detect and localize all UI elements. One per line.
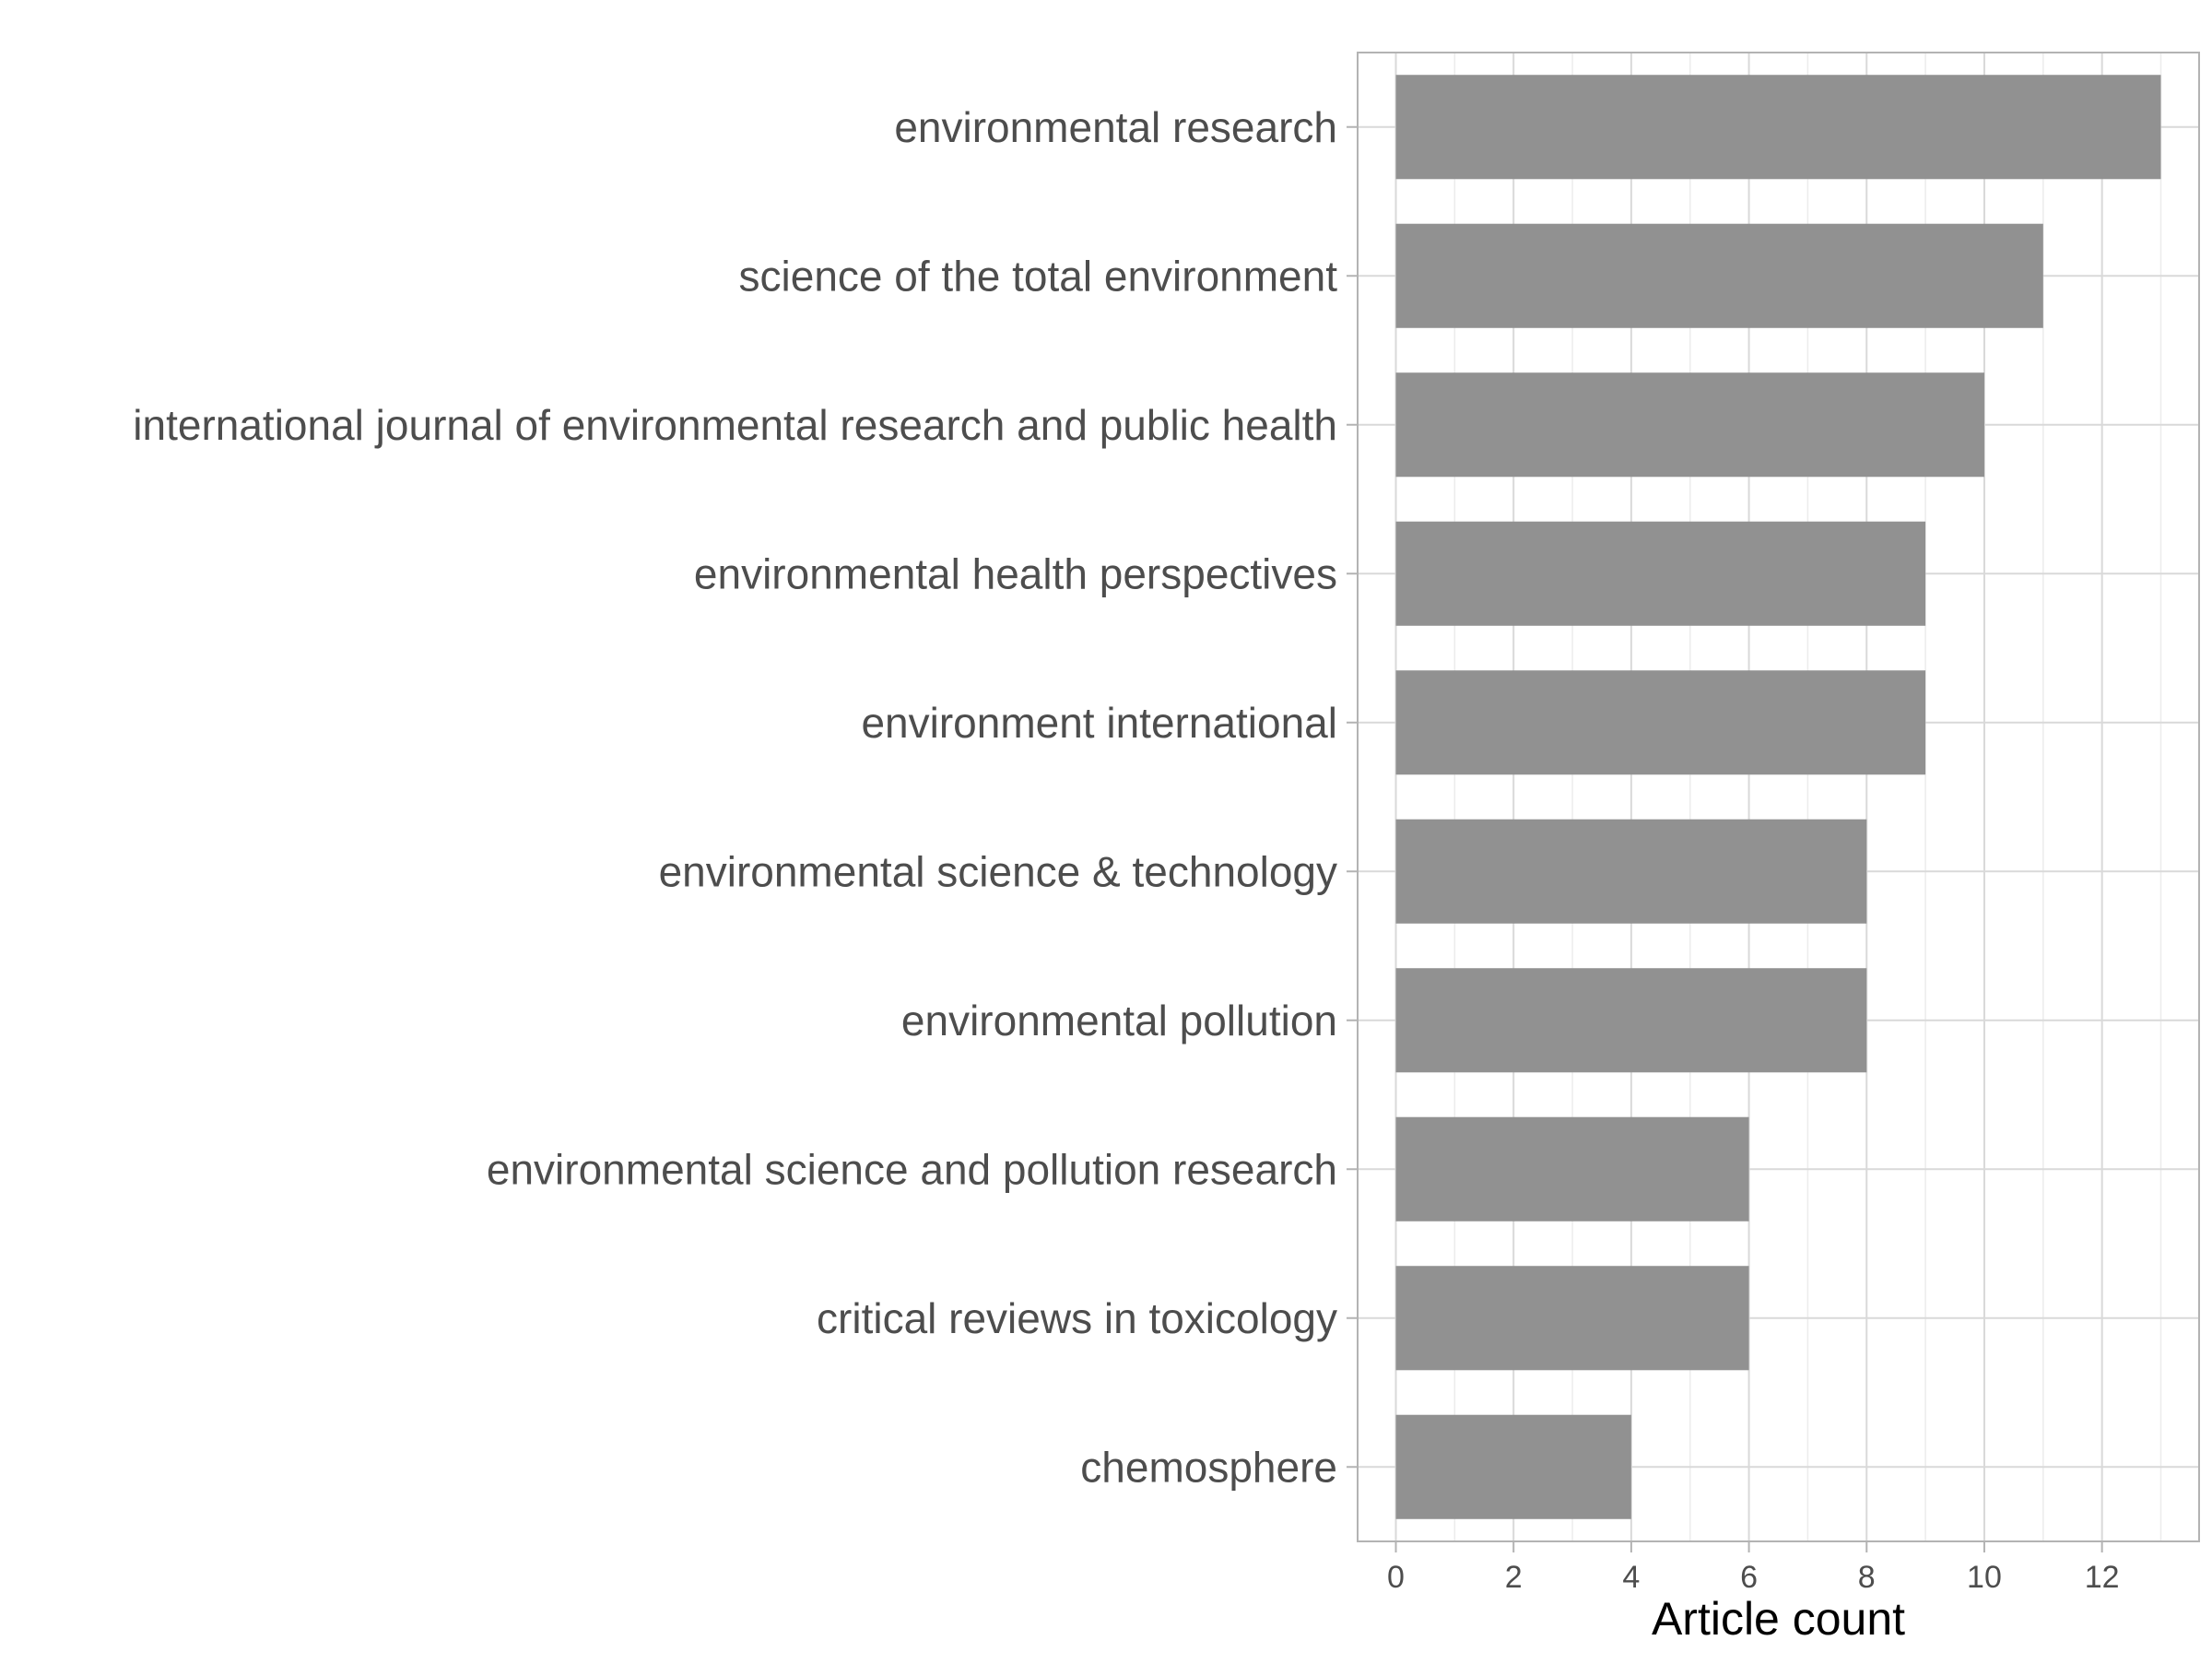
x-tick-label: 6 xyxy=(1740,1560,1758,1595)
y-tick-label: environmental science & technology xyxy=(659,847,1337,895)
x-tick-label: 2 xyxy=(1505,1560,1523,1595)
x-axis-labels: 0 2 4 6 8 10 12 xyxy=(1387,1560,2120,1595)
x-axis-ticks xyxy=(1394,1541,2103,1552)
panel-border xyxy=(1357,52,2200,1542)
y-tick-label: international journal of environmental r… xyxy=(133,401,1337,449)
x-tick-label: 12 xyxy=(2085,1560,2120,1595)
x-tick-label: 8 xyxy=(1858,1560,1876,1595)
y-tick-label: chemosphere xyxy=(1080,1443,1337,1491)
x-tick-label: 10 xyxy=(1967,1560,2002,1595)
bar xyxy=(1395,1266,1749,1371)
bar xyxy=(1395,372,1984,478)
bar xyxy=(1395,1414,1631,1519)
bar xyxy=(1395,75,2161,180)
x-tick-label: 4 xyxy=(1622,1560,1640,1595)
y-tick-label: environmental research xyxy=(894,103,1337,151)
bar xyxy=(1395,819,1867,924)
y-tick-label: science of the total environment xyxy=(739,252,1338,300)
y-tick-label: environmental health perspectives xyxy=(694,549,1337,597)
y-tick-label: critical reviews in toxicology xyxy=(817,1294,1337,1342)
bar xyxy=(1395,670,1926,775)
bar xyxy=(1395,968,1867,1073)
x-tick-label: 0 xyxy=(1387,1560,1405,1595)
y-tick-label: environmental science and pollution rese… xyxy=(487,1145,1337,1193)
bar xyxy=(1395,1116,1749,1221)
bar xyxy=(1395,223,2043,328)
bars xyxy=(1395,75,2161,1519)
y-tick-label: environment international xyxy=(861,699,1337,747)
y-axis-labels: environmental research science of the tot… xyxy=(133,103,1337,1492)
y-axis-ticks xyxy=(1347,125,1358,1469)
y-tick-label: environmental pollution xyxy=(901,997,1337,1044)
bar xyxy=(1395,521,1926,626)
x-axis-title: Article count xyxy=(1652,1593,1905,1645)
